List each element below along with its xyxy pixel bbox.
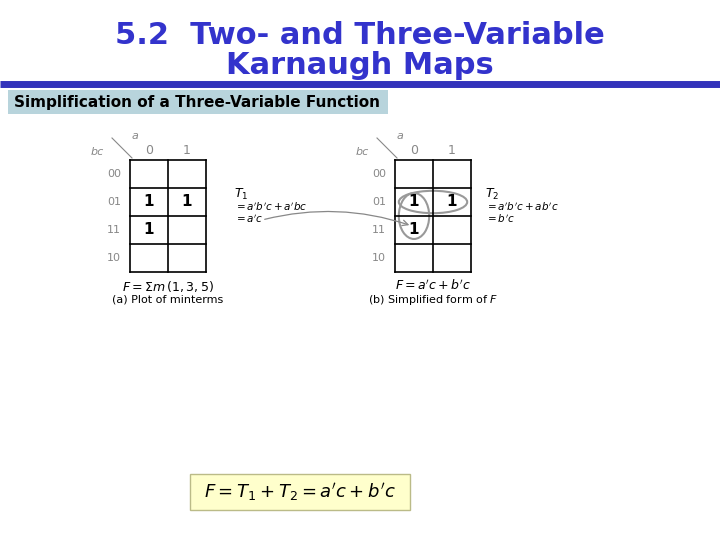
Text: 00: 00 [372, 169, 386, 179]
Text: 11: 11 [107, 225, 121, 235]
Text: $= a'b'c + a'bc$: $= a'b'c + a'bc$ [234, 201, 307, 213]
Text: $T_1$: $T_1$ [234, 186, 248, 201]
Text: $= a'b'c + ab'c$: $= a'b'c + ab'c$ [485, 201, 559, 213]
Text: a: a [132, 131, 138, 141]
Text: $F = \Sigma m\,(1, 3, 5)$: $F = \Sigma m\,(1, 3, 5)$ [122, 279, 214, 294]
Text: 01: 01 [372, 197, 386, 207]
Text: Simplification of a Three-Variable Function: Simplification of a Three-Variable Funct… [14, 94, 380, 110]
Text: (b) Simplified form of $F$: (b) Simplified form of $F$ [368, 293, 498, 307]
Text: 1: 1 [144, 194, 154, 210]
Text: $= a'c$: $= a'c$ [234, 213, 264, 225]
Text: 1: 1 [144, 222, 154, 238]
Text: bc: bc [356, 147, 369, 157]
Text: 1: 1 [448, 144, 456, 157]
Text: 1: 1 [409, 222, 419, 238]
Text: 5.2  Two- and Three-Variable: 5.2 Two- and Three-Variable [115, 21, 605, 50]
Text: $F = a'c + b'c$: $F = a'c + b'c$ [395, 279, 471, 293]
Text: 1: 1 [183, 144, 191, 157]
Text: $= b'c$: $= b'c$ [485, 213, 515, 225]
Text: 0: 0 [145, 144, 153, 157]
Text: 10: 10 [107, 253, 121, 263]
Text: $T_2$: $T_2$ [485, 186, 499, 201]
Text: (a) Plot of minterms: (a) Plot of minterms [112, 295, 224, 305]
Text: 10: 10 [372, 253, 386, 263]
Text: Karnaugh Maps: Karnaugh Maps [226, 51, 494, 80]
Bar [8, 90, 388, 114]
Bar [190, 474, 410, 510]
Text: 1: 1 [446, 194, 457, 210]
Text: 01: 01 [107, 197, 121, 207]
Text: $F = T_1 + T_2 = a'c + b'c$: $F = T_1 + T_2 = a'c + b'c$ [204, 481, 396, 503]
Text: bc: bc [91, 147, 104, 157]
Text: 00: 00 [107, 169, 121, 179]
Text: 11: 11 [372, 225, 386, 235]
Text: 1: 1 [181, 194, 192, 210]
Text: a: a [397, 131, 403, 141]
Text: 0: 0 [410, 144, 418, 157]
Text: 1: 1 [409, 194, 419, 210]
